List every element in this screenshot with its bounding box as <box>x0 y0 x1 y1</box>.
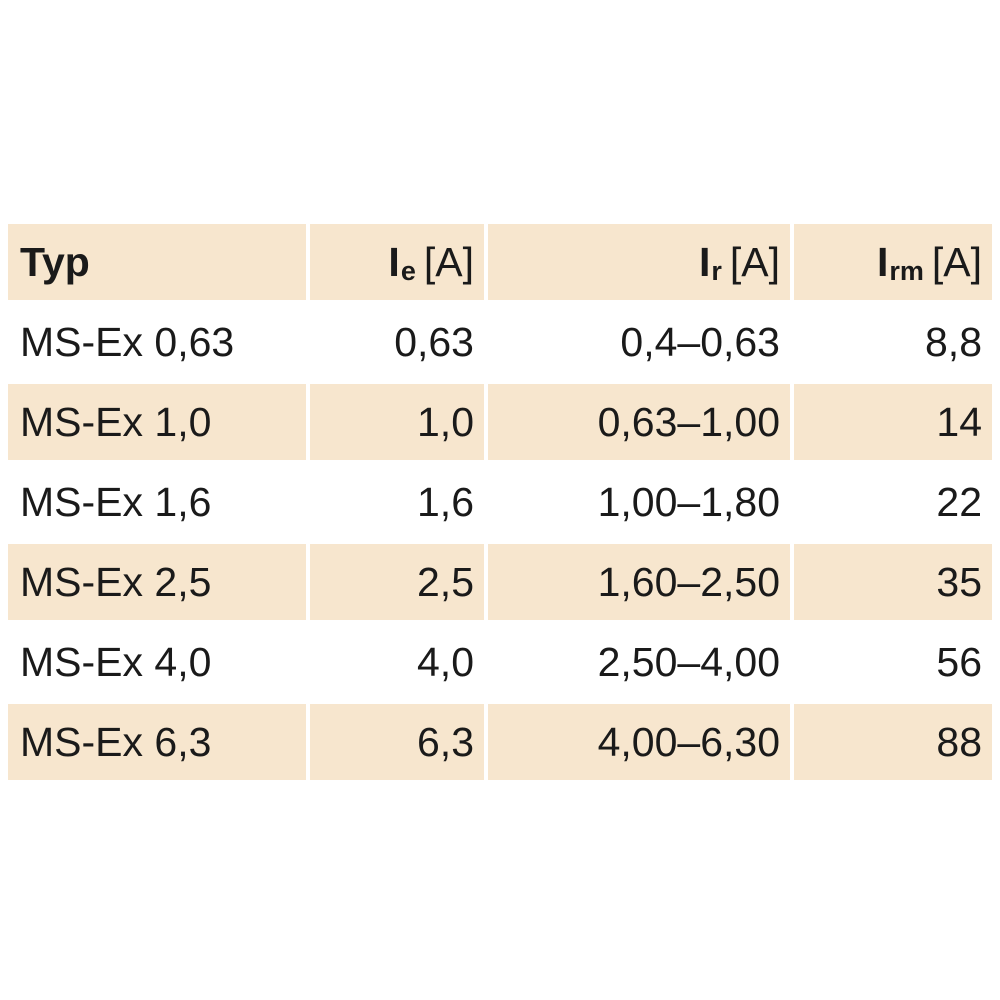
cell-ir: 0,4–0,63 <box>620 318 780 365</box>
cell-ir: 1,60–2,50 <box>488 544 790 620</box>
cell-irm: 88 <box>794 704 992 780</box>
cell-typ: MS-Ex 4,0 <box>20 638 212 685</box>
cell-ie: 0,63 <box>394 318 474 365</box>
cell-ie: 4,0 <box>417 638 474 685</box>
cell-ir: 1,00–1,80 <box>597 478 780 525</box>
table-row: MS-Ex 1,0 1,0 0,63–1,00 14 <box>8 384 992 464</box>
header-ir-unit: [A] <box>729 238 780 285</box>
cell-ie: 6,3 <box>310 704 484 780</box>
header-ir-subscript: r <box>711 255 722 286</box>
cell-ir: 2,50–4,00 <box>597 638 780 685</box>
table-row: MS-Ex 4,0 4,0 2,50–4,00 56 <box>8 624 992 704</box>
table-row: MS-Ex 0,63 0,63 0,4–0,63 8,8 <box>8 304 992 384</box>
cell-ie: 2,5 <box>310 544 484 620</box>
header-irm-unit: [A] <box>931 238 982 285</box>
header-irm-subscript: rm <box>889 255 924 286</box>
cell-ir: 0,63–1,00 <box>488 384 790 460</box>
header-ir-symbol: I <box>698 238 711 285</box>
cell-irm: 56 <box>936 638 982 685</box>
header-irm-symbol: I <box>876 238 889 285</box>
cell-irm: 35 <box>794 544 992 620</box>
table-row: MS-Ex 1,6 1,6 1,00–1,80 22 <box>8 464 992 544</box>
cell-typ: MS-Ex 1,0 <box>8 384 306 460</box>
cell-irm: 22 <box>936 478 982 525</box>
cell-typ: MS-Ex 2,5 <box>8 544 306 620</box>
cell-irm: 8,8 <box>925 318 982 365</box>
table-row: MS-Ex 2,5 2,5 1,60–2,50 35 <box>8 544 992 624</box>
cell-typ: MS-Ex 1,6 <box>20 478 212 525</box>
cell-ie: 1,0 <box>310 384 484 460</box>
header-ie-unit: [A] <box>423 238 474 285</box>
cell-ir: 4,00–6,30 <box>488 704 790 780</box>
header-ie-symbol: I <box>388 238 400 285</box>
cell-ie: 1,6 <box>417 478 474 525</box>
table-row: MS-Ex 6,3 6,3 4,00–6,30 88 <box>8 704 992 784</box>
cell-irm: 14 <box>794 384 992 460</box>
header-typ: Typ <box>8 224 306 300</box>
cell-typ: MS-Ex 6,3 <box>8 704 306 780</box>
header-ie-subscript: e <box>400 255 416 286</box>
cell-typ: MS-Ex 0,63 <box>20 318 235 365</box>
